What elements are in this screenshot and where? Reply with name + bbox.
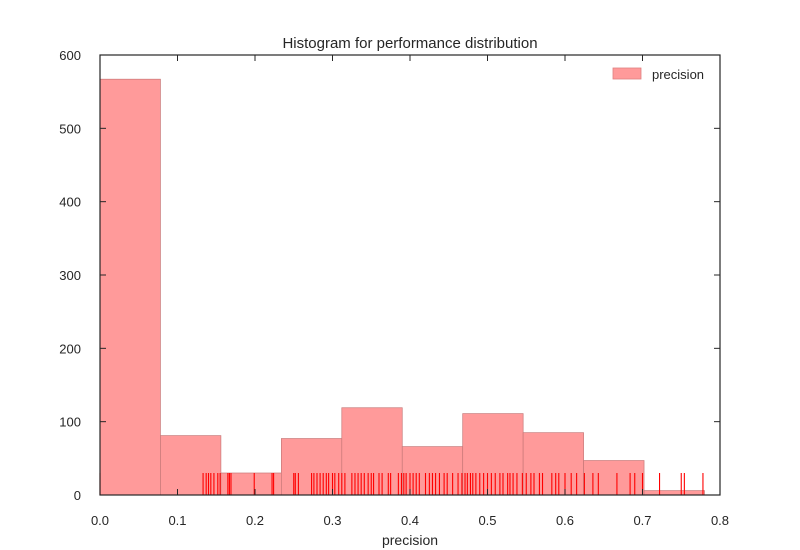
axis-ticks: 0.0 0.1 0.2 0.3 0.4 0.5 0.6 0.7 0.8 0 100 200 300 400… <box>59 48 729 528</box>
y-tick-label: 300 <box>59 268 81 283</box>
legend-swatch <box>612 67 642 80</box>
plot-frame <box>99 54 721 496</box>
x-tick-label: 0.6 <box>556 513 574 528</box>
legend: precision <box>612 67 704 82</box>
x-tick-label: 0.8 <box>711 513 729 528</box>
histogram-bar <box>99 78 161 496</box>
x-tick-label: 0.4 <box>401 513 419 528</box>
x-tick-label: 0.3 <box>323 513 341 528</box>
rug-marks <box>99 473 704 495</box>
x-tick-label: 0.1 <box>168 513 186 528</box>
histogram-bars <box>99 78 705 496</box>
y-tick-label: 100 <box>59 415 81 430</box>
histogram-bar <box>160 435 222 496</box>
x-tick-label: 0.2 <box>246 513 264 528</box>
y-tick-label: 400 <box>59 195 81 210</box>
y-tick-label: 0 <box>74 488 81 503</box>
x-tick-label: 0.7 <box>633 513 651 528</box>
histogram-bar <box>643 490 705 496</box>
y-tick-label: 600 <box>59 48 81 63</box>
histogram-bar <box>522 432 584 496</box>
y-tick-label: 500 <box>59 121 81 136</box>
x-tick-label: 0.0 <box>91 513 109 528</box>
histogram-bar <box>341 407 403 496</box>
x-axis-label: precision <box>382 532 438 548</box>
histogram-bar <box>583 460 645 496</box>
chart-title: Histogram for performance distribution <box>282 35 537 52</box>
x-tick-label: 0.5 <box>478 513 496 528</box>
legend-label: precision <box>652 67 704 82</box>
histogram-bar <box>462 413 524 496</box>
y-tick-label: 200 <box>59 341 81 356</box>
